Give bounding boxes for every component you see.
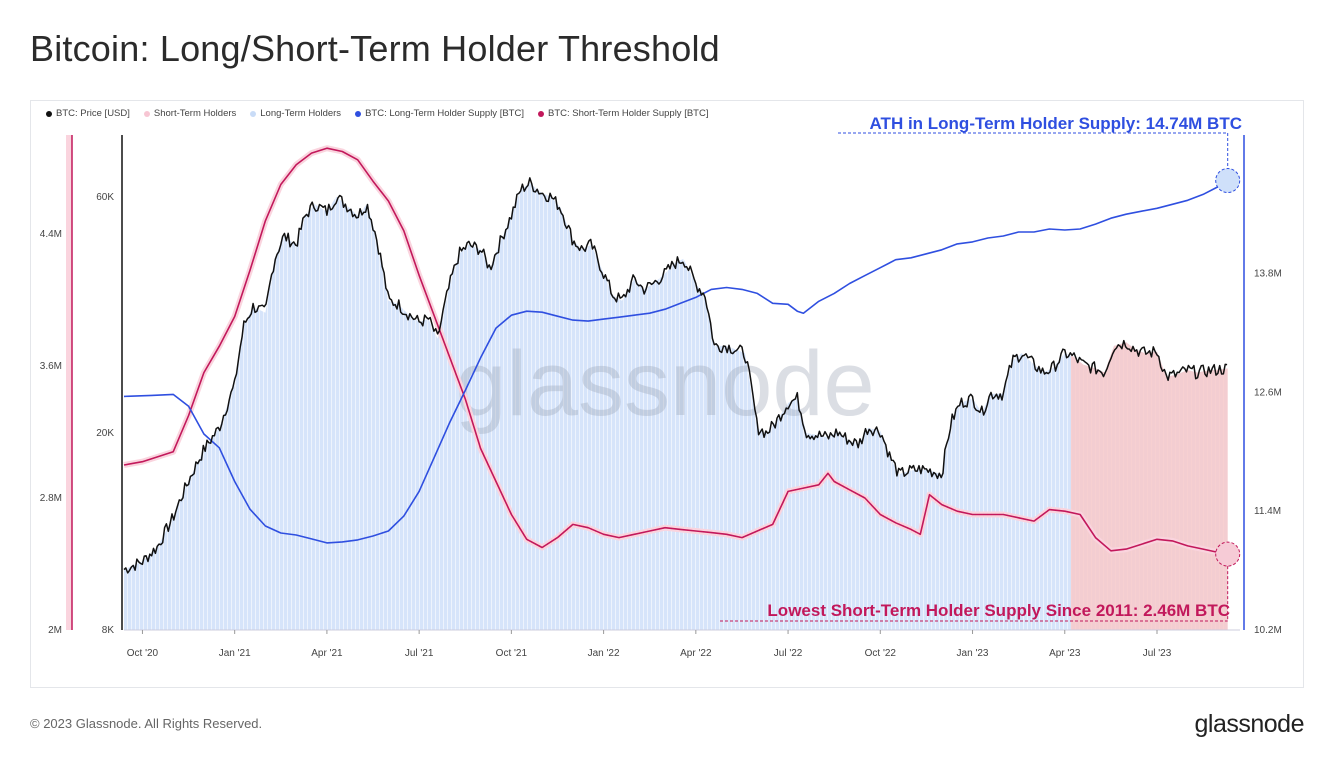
x-tick-label: Apr '23 <box>1049 648 1081 659</box>
sth-tick-label: 3.6M <box>40 361 62 372</box>
legend-label-sth: Short-Term Holders <box>153 108 237 119</box>
legend-item-price[interactable]: BTC: Price [USD] <box>46 108 130 119</box>
x-tick-label: Jan '22 <box>588 648 620 659</box>
chart-legend: BTC: Price [USD] Short-Term Holders Long… <box>46 108 708 119</box>
sth-tick-label: 4.4M <box>40 229 62 240</box>
sth-supply-line <box>123 147 1228 555</box>
legend-label-sth-supply: BTC: Short-Term Holder Supply [BTC] <box>547 108 709 119</box>
lth-tick-label: 12.6M <box>1254 387 1282 398</box>
legend-label-price: BTC: Price [USD] <box>56 108 130 119</box>
price-tick-label: 8K <box>102 625 115 636</box>
legend-label-lth-supply: BTC: Long-Term Holder Supply [BTC] <box>365 108 524 119</box>
x-tick-label: Jul '23 <box>1143 648 1172 659</box>
lth-tick-label: 10.2M <box>1254 625 1282 636</box>
price-line <box>123 177 1228 574</box>
lth-tick-label: 13.8M <box>1254 269 1282 280</box>
footer-copyright: © 2023 Glassnode. All Rights Reserved. <box>30 716 263 731</box>
price-tick-label: 60K <box>96 192 114 203</box>
x-tick-label: Oct '21 <box>496 648 528 659</box>
legend-dot-price <box>46 110 52 117</box>
legend-item-sth[interactable]: Short-Term Holders <box>143 108 237 119</box>
x-tick-label: Jan '23 <box>957 648 989 659</box>
price-tick-label: 20K <box>96 428 114 439</box>
lth-area-fill <box>124 183 1228 630</box>
x-tick-label: Jul '21 <box>405 648 434 659</box>
legend-item-lth[interactable]: Long-Term Holders <box>250 108 341 119</box>
highlight-area <box>1070 342 1228 630</box>
page-title: Bitcoin: Long/Short-Term Holder Threshol… <box>30 28 720 69</box>
low-annotation: Lowest Short-Term Holder Supply Since 20… <box>767 601 1230 620</box>
x-tick-label: Apr '22 <box>680 648 712 659</box>
legend-dot-sth <box>143 110 150 117</box>
x-tick-label: Oct '20 <box>127 648 159 659</box>
x-tick-label: Oct '22 <box>865 648 897 659</box>
sth-tick-label: 2.8M <box>40 493 62 504</box>
glassnode-logo: glassnode <box>1194 710 1305 738</box>
x-tick-label: Apr '21 <box>311 648 343 659</box>
legend-label-lth: Long-Term Holders <box>260 108 342 119</box>
sth-axis-band <box>66 135 72 630</box>
legend-dot-lth-supply <box>355 110 362 117</box>
ath-annotation: ATH in Long-Term Holder Supply: 14.74M B… <box>870 114 1242 133</box>
ath-marker <box>1215 168 1241 194</box>
low-marker <box>1215 541 1241 567</box>
x-tick-label: Jan '21 <box>219 648 251 659</box>
lth-supply-line <box>123 179 1229 544</box>
legend-dot-lth <box>250 110 257 117</box>
lth-tick-label: 11.4M <box>1254 506 1281 517</box>
watermark: glassnode <box>455 333 874 435</box>
legend-dot-sth-supply <box>537 110 544 117</box>
x-tick-label: Jul '22 <box>774 648 803 659</box>
legend-item-lth-supply[interactable]: BTC: Long-Term Holder Supply [BTC] <box>355 108 524 119</box>
legend-item-sth-supply[interactable]: BTC: Short-Term Holder Supply [BTC] <box>537 108 709 119</box>
sth-tick-label: 2M <box>48 625 62 636</box>
